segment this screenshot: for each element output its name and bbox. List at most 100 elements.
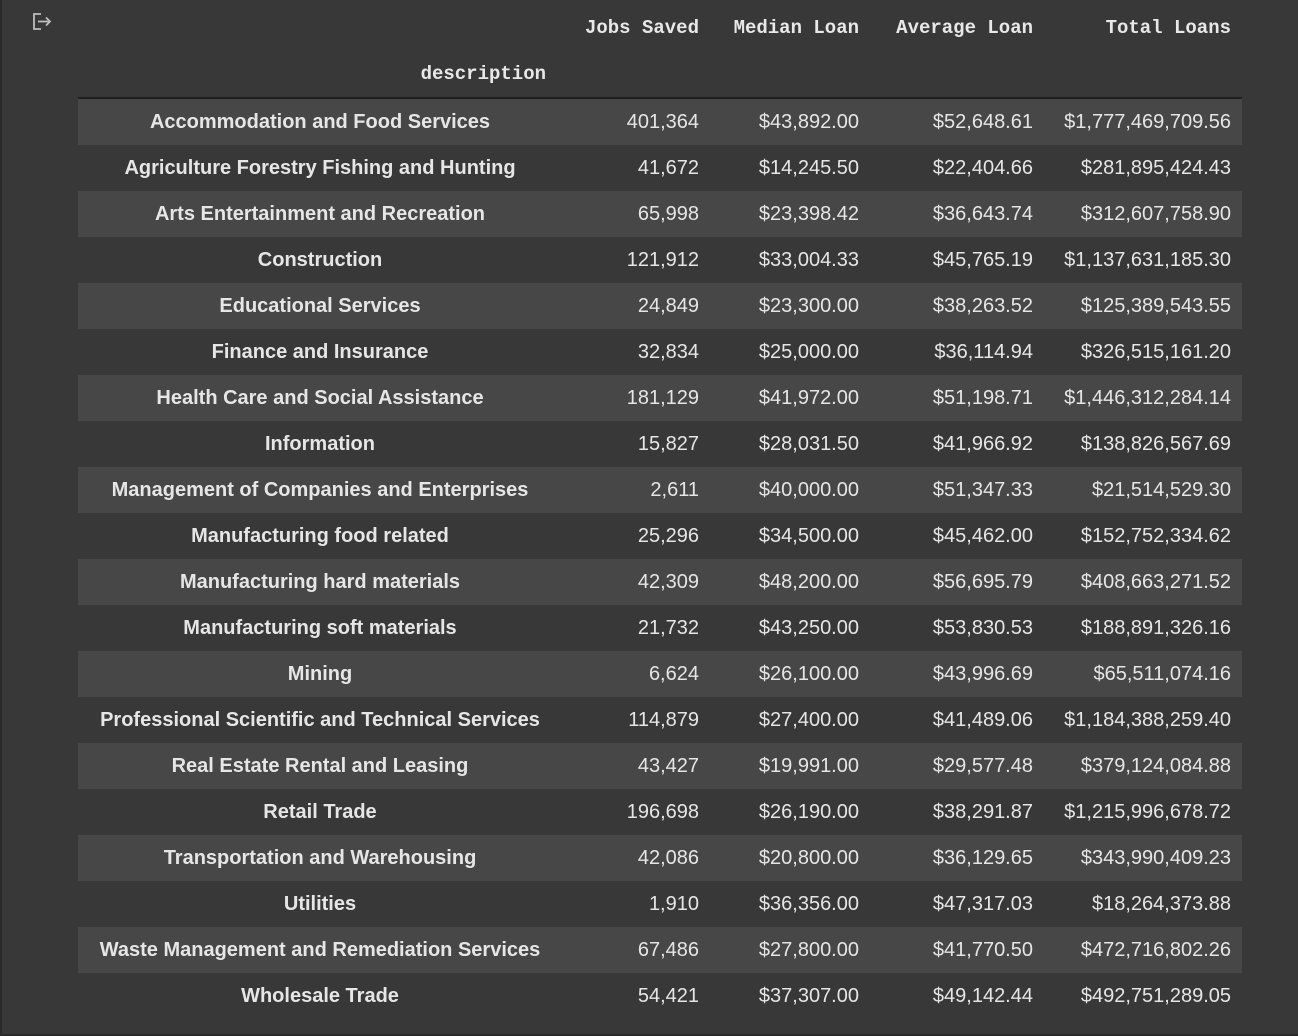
row-label-description: Construction [257,248,383,271]
median-loan-cell: $23,398.42 [758,202,859,225]
average-loan-cell: $36,129.65 [932,846,1033,869]
jobs-saved-cell: 42,086 [637,846,699,869]
row-label-description: Educational Services [219,294,421,317]
column-header-median-loan: Median Loan [733,17,859,39]
index-row-spacer [562,51,710,99]
table-row: Real Estate Rental and Leasing 43,427 $19,… [78,743,1242,789]
median-loan-cell: $26,100.00 [758,662,859,685]
median-loan-cell: $28,031.50 [758,432,859,455]
index-name-header: description [78,51,562,99]
table-row: Wholesale Trade 54,421 $37,307.00 $49,142.4… [78,973,1242,1019]
table-row: Professional Scientific and Technical Se… [78,697,1242,743]
total-loans-cell: $18,264,373.88 [1091,892,1231,915]
jobs-saved-cell: 54,421 [637,984,699,1007]
table-row: Mining 6,624 $26,100.00 $43,996.69 $65,511,0… [78,651,1242,697]
jobs-saved-cell: 6,624 [648,662,699,685]
column-header-row: Jobs Saved Median Loan Average Loan Tota… [78,5,1242,51]
total-loans-cell: $1,137,631,185.30 [1064,248,1231,271]
average-loan-cell: $36,114.94 [934,340,1033,363]
jobs-saved-cell: 181,129 [626,386,699,409]
total-loans-cell: $492,751,289.05 [1080,984,1231,1007]
row-label-description: Mining [287,662,353,685]
jobs-saved-cell: 25,296 [637,524,699,547]
table-row: Manufacturing food related 25,296 $34,500.… [78,513,1242,559]
total-loans-cell: $326,515,161.20 [1080,340,1231,363]
average-loan-cell: $51,347.33 [932,478,1033,501]
median-loan-cell: $34,500.00 [758,524,859,547]
jobs-saved-cell: 21,732 [637,616,699,639]
total-loans-cell: $138,826,567.69 [1080,432,1231,455]
median-loan-cell: $40,000.00 [758,478,859,501]
table-row: Finance and Insurance 32,834 $25,000.00 $36… [78,329,1242,375]
table-body: Accommodation and Food Services 401,364 $4… [78,98,1242,1019]
row-label-description: Waste Management and Remediation Service… [99,938,541,961]
median-loan-cell: $37,307.00 [758,984,859,1007]
average-loan-cell: $53,830.53 [932,616,1033,639]
total-loans-cell: $281,895,424.43 [1080,156,1231,179]
row-label-description: Utilities [283,892,357,915]
average-loan-cell: $43,996.69 [932,662,1033,685]
average-loan-cell: $45,462.00 [932,524,1033,547]
median-loan-cell: $25,000.00 [758,340,859,363]
row-label-description: Health Care and Social Assistance [156,386,484,409]
jobs-saved-cell: 401,364 [626,110,699,133]
table-row: Manufacturing soft materials 21,732 $43,25… [78,605,1242,651]
average-loan-cell: $38,263.52 [932,294,1033,317]
blank-corner-cell [78,5,562,51]
row-label-description: Accommodation and Food Services [149,110,491,133]
jobs-saved-cell: 42,309 [637,570,699,593]
table-row: Agriculture Forestry Fishing and Hunting… [78,145,1242,191]
row-label-description: Manufacturing food related [191,524,449,547]
jobs-saved-cell: 32,834 [637,340,699,363]
output-redirect-icon[interactable] [32,12,54,32]
table-row: Accommodation and Food Services 401,364 $4… [78,98,1242,145]
jobs-saved-cell: 43,427 [637,754,699,777]
average-loan-cell: $41,489.06 [932,708,1033,731]
median-loan-cell: $41,972.00 [758,386,859,409]
table-row: Utilities 1,910 $36,356.00 $47,317.03 $18,26… [78,881,1242,927]
median-loan-cell: $33,004.33 [758,248,859,271]
column-header-jobs-saved: Jobs Saved [584,17,699,39]
median-loan-cell: $48,200.00 [758,570,859,593]
row-label-description: Finance and Insurance [211,340,429,363]
median-loan-cell: $43,892.00 [758,110,859,133]
jobs-saved-cell: 24,849 [637,294,699,317]
row-label-description: Manufacturing hard materials [179,570,461,593]
total-loans-cell: $152,752,334.62 [1080,524,1231,547]
total-loans-cell: $1,446,312,284.14 [1064,386,1231,409]
row-label-description: Information [265,432,375,455]
total-loans-cell: $343,990,409.23 [1080,846,1231,869]
row-label-description: Agriculture Forestry Fishing and Hunting [124,156,516,179]
column-header-total-loans: Total Loans [1105,17,1231,39]
row-label-description: Wholesale Trade [241,984,399,1007]
row-label-description: Manufacturing soft materials [183,616,457,639]
total-loans-cell: $1,777,469,709.56 [1064,110,1231,133]
total-loans-cell: $65,511,074.16 [1093,662,1231,685]
table-row: Manufacturing hard materials 42,309 $48,20… [78,559,1242,605]
table-row: Construction 121,912 $33,004.33 $45,765.19 $… [78,237,1242,283]
column-header-average-loan: Average Loan [896,17,1033,39]
row-label-description: Real Estate Rental and Leasing [171,754,469,777]
median-loan-cell: $26,190.00 [758,800,859,823]
total-loans-cell: $472,716,802.26 [1080,938,1231,961]
median-loan-cell: $20,800.00 [758,846,859,869]
average-loan-cell: $38,291.87 [932,800,1033,823]
average-loan-cell: $52,648.61 [932,110,1033,133]
average-loan-cell: $49,142.44 [932,984,1033,1007]
table-row: Educational Services 24,849 $23,300.00 $38,… [78,283,1242,329]
median-loan-cell: $23,300.00 [758,294,859,317]
average-loan-cell: $51,198.71 [932,386,1033,409]
median-loan-cell: $19,991.00 [758,754,859,777]
average-loan-cell: $29,577.48 [932,754,1033,777]
total-loans-cell: $188,891,326.16 [1080,616,1231,639]
median-loan-cell: $27,800.00 [758,938,859,961]
jobs-saved-cell: 114,879 [628,708,699,731]
total-loans-cell: $408,663,271.52 [1080,570,1231,593]
total-loans-cell: $379,124,084.88 [1080,754,1231,777]
average-loan-cell: $47,317.03 [932,892,1033,915]
table-row: Information 15,827 $28,031.50 $41,966.92 $13… [78,421,1242,467]
jobs-saved-cell: 41,672 [637,156,699,179]
index-row-spacer [870,51,1044,99]
index-row-spacer [710,51,870,99]
